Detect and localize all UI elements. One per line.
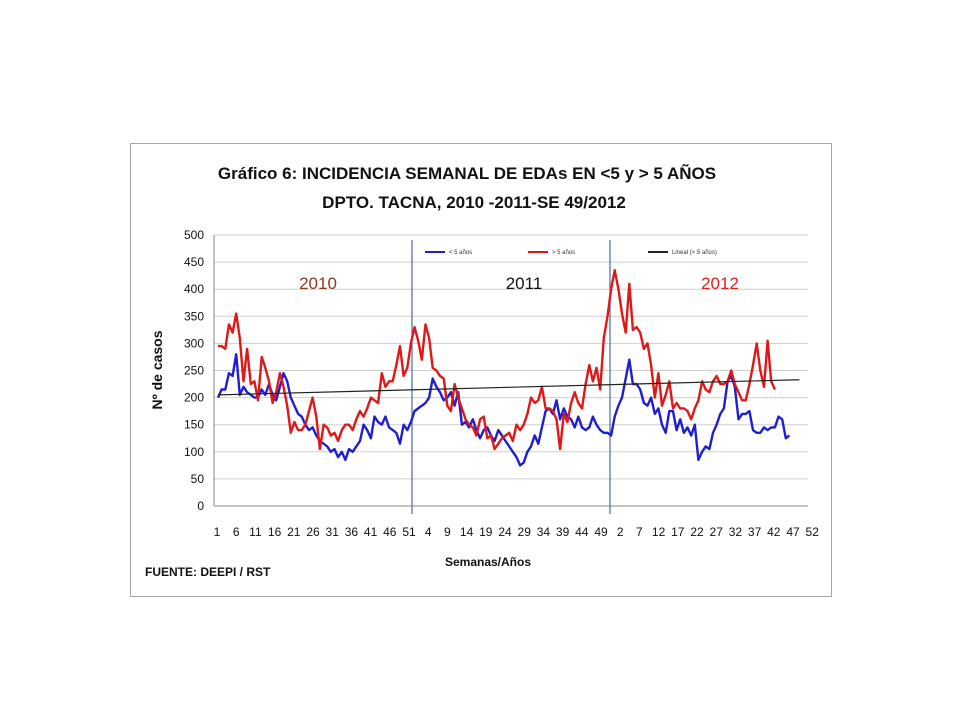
x-tick-label: 37 [748, 525, 762, 539]
y-tick-label: 400 [184, 282, 204, 296]
x-tick-label: 29 [518, 525, 532, 539]
y-tick-label: 500 [184, 228, 204, 242]
x-axis-ticks: 1 6 11 16 21 26 31 36 41 46 51 4 9 14 19 24 29 34 39 44 49 2 7… [214, 525, 820, 539]
x-tick-label: 11 [249, 525, 262, 539]
year-label-2012: 2012 [701, 274, 739, 293]
chart-title-line-2: DPTO. TACNA, 2010 -2011-SE 49/2012 [322, 193, 626, 212]
x-axis-label: Semanas/Años [445, 555, 531, 569]
source-note: FUENTE: DEEPI / RST [145, 565, 271, 579]
y-tick-label: 450 [184, 255, 204, 269]
year-labels: 2010 2011 2012 [299, 274, 739, 293]
series-line-over-5 [218, 269, 776, 451]
x-tick-label: 51 [402, 525, 416, 539]
x-tick-label: 46 [383, 525, 397, 539]
x-tick-label: 39 [556, 525, 570, 539]
year-dividers [411, 240, 611, 514]
x-tick-label: 44 [575, 525, 589, 539]
y-axis-label: Nº de casos [149, 330, 165, 409]
y-tick-label: 100 [184, 445, 204, 459]
y-tick-label: 150 [184, 418, 204, 432]
legend-label: > 5 años [552, 250, 575, 256]
year-label-2010: 2010 [299, 274, 337, 293]
x-tick-label: 27 [710, 525, 724, 539]
x-tick-label: 36 [345, 525, 359, 539]
y-tick-label: 50 [191, 472, 205, 486]
x-tick-label: 16 [268, 525, 282, 539]
year-label-2011: 2011 [506, 274, 543, 293]
x-tick-label: 2 [617, 525, 624, 539]
legend: < 5 años > 5 años Lineal (> 5 años) [425, 250, 717, 256]
x-tick-label: 32 [729, 525, 743, 539]
x-tick-label: 49 [594, 525, 608, 539]
y-axis-ticks: 0 50 100 150 200 250 300 350 400 450 500 [184, 228, 204, 513]
y-tick-label: 350 [184, 309, 204, 323]
x-tick-label: 21 [287, 525, 301, 539]
chart-title-line-1: Gráfico 6: INCIDENCIA SEMANAL DE EDAs EN… [218, 163, 716, 183]
y-tick-label: 200 [184, 391, 204, 405]
x-tick-label: 4 [425, 525, 432, 539]
x-tick-label: 14 [460, 525, 474, 539]
y-tick-label: 300 [184, 336, 204, 350]
x-tick-label: 7 [636, 525, 643, 539]
x-tick-label: 12 [652, 525, 666, 539]
x-tick-label: 34 [537, 525, 551, 539]
trend-line [217, 379, 800, 396]
x-tick-label: 26 [306, 525, 320, 539]
legend-label: Lineal (> 5 años) [672, 250, 717, 256]
x-tick-label: 22 [690, 525, 704, 539]
x-tick-label: 1 [214, 525, 221, 539]
x-tick-label: 52 [806, 525, 820, 539]
series-layer [216, 269, 800, 467]
x-tick-label: 17 [671, 525, 685, 539]
x-tick-label: 31 [326, 525, 340, 539]
x-tick-label: 47 [786, 525, 800, 539]
grid-lines [213, 234, 808, 507]
x-tick-label: 6 [233, 525, 240, 539]
x-tick-label: 9 [444, 525, 451, 539]
x-tick-label: 42 [767, 525, 781, 539]
legend-label: < 5 años [449, 250, 472, 256]
x-tick-label: 19 [479, 525, 493, 539]
x-tick-label: 41 [364, 525, 378, 539]
x-tick-label: 24 [498, 525, 512, 539]
y-tick-label: 0 [197, 499, 204, 513]
y-tick-label: 250 [184, 364, 204, 378]
